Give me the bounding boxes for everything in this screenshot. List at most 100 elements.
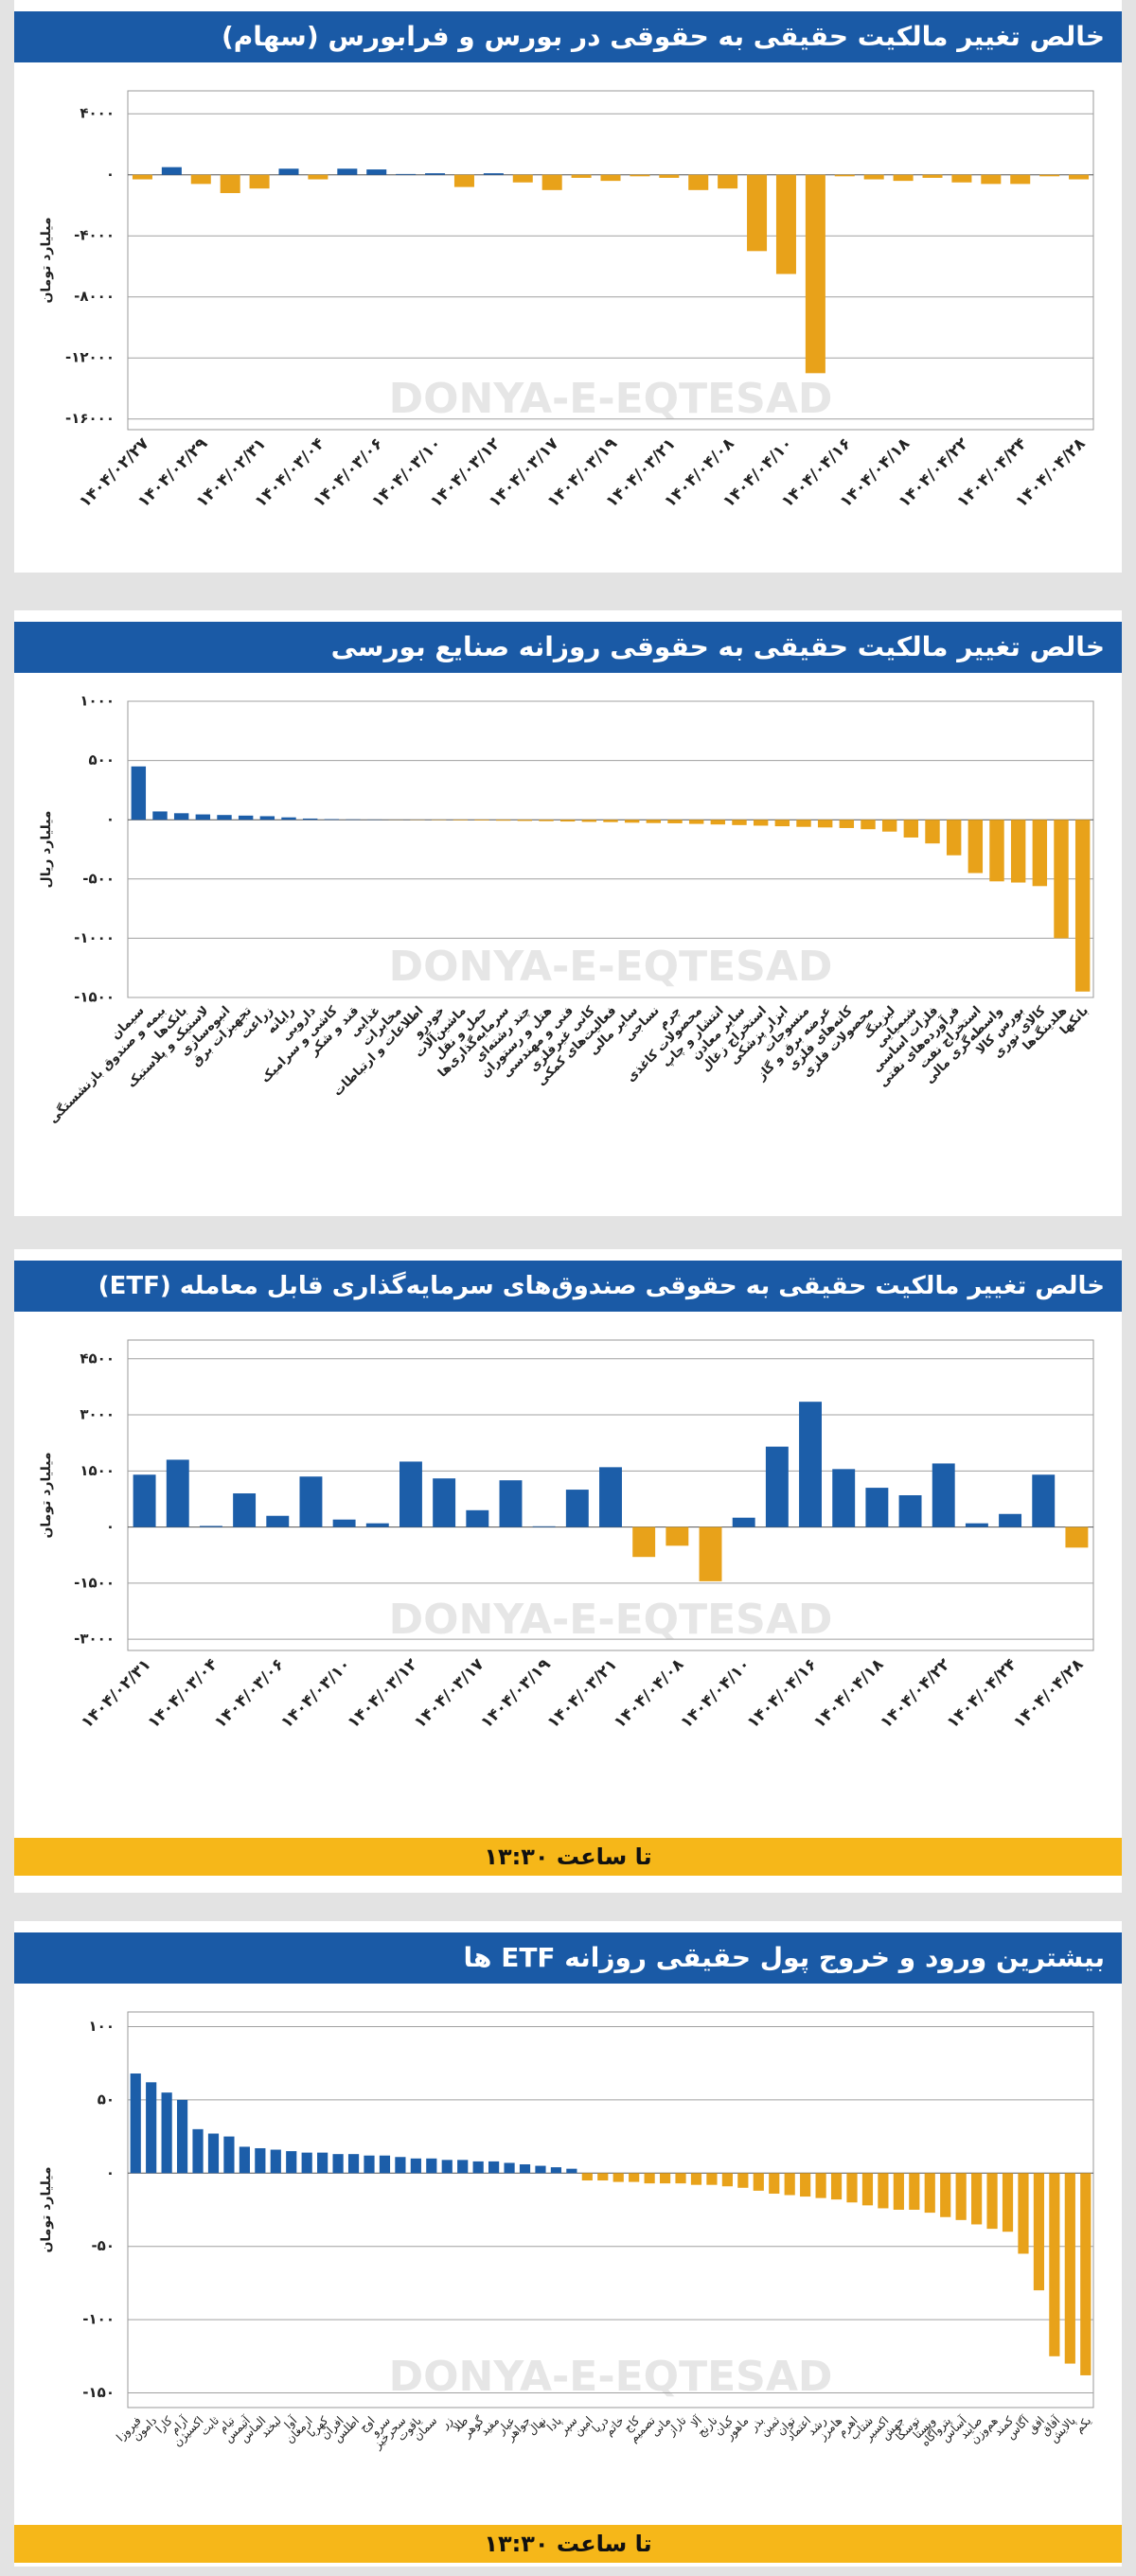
- bar: [166, 1459, 189, 1527]
- bar: [541, 174, 562, 190]
- bar: [971, 2173, 983, 2225]
- y-tick-label: -۱۵۰: [82, 2384, 115, 2401]
- bar: [659, 2173, 671, 2184]
- bar: [903, 820, 919, 838]
- bar: [499, 1480, 523, 1527]
- bar: [192, 2128, 204, 2174]
- x-tick-label: ۱۴۰۴/۰۴/۲۲: [877, 1654, 954, 1732]
- bar: [472, 2161, 484, 2174]
- x-tick-label: ۱۴۰۴/۰۳/۰۶: [211, 1655, 289, 1733]
- watermark: DONYA-E-EQTESAD: [389, 375, 833, 423]
- bar: [646, 820, 662, 823]
- bar: [629, 2173, 640, 2182]
- bar: [532, 1526, 556, 1527]
- bar: [830, 2173, 843, 2200]
- y-tick-label: ۱۰۰: [89, 2018, 115, 2035]
- bar: [765, 1446, 789, 1527]
- bar: [846, 2173, 858, 2203]
- bar: [286, 2151, 297, 2174]
- bar: [775, 174, 796, 274]
- bar: [332, 1519, 356, 1527]
- bar: [337, 168, 358, 175]
- chart: DONYA-E-EQTESAD ۱۰۰۰ ۵۰۰ ۰ -۵۰۰ -۱۰۰۰ -۱۵۰۰ میل…: [39, 693, 1094, 1126]
- y-tick-label: ۰: [106, 166, 115, 183]
- bar: [131, 766, 147, 820]
- y-axis-label: میلیارد ریال: [39, 811, 54, 889]
- bar: [581, 2173, 593, 2181]
- bar: [190, 174, 211, 185]
- bar: [675, 2173, 686, 2184]
- panel: خالص تغییر مالکیت حقیقی به حقوقی صندوق‌ه…: [0, 1249, 1136, 1902]
- chart-title: بیشترین ورود و خروج پول حقیقی روزانه ETF…: [14, 1932, 1122, 1984]
- bar: [207, 2133, 220, 2174]
- bar: [967, 820, 984, 873]
- bar: [270, 2149, 281, 2174]
- bar: [989, 820, 1004, 882]
- bar: [747, 174, 768, 252]
- bar: [774, 820, 790, 827]
- bar: [425, 173, 446, 175]
- y-tick-label: -۵۰: [91, 2237, 115, 2254]
- bar: [426, 2158, 437, 2174]
- bar: [925, 820, 940, 844]
- bar: [769, 2173, 780, 2194]
- x-tick-label: یکم: [1073, 2414, 1094, 2436]
- y-tick-label: ۵۰: [98, 2091, 115, 2108]
- bar: [1032, 820, 1048, 887]
- bar: [161, 167, 182, 175]
- y-tick-label: ۱۵۰۰: [80, 1462, 115, 1479]
- bar: [581, 820, 597, 822]
- bar: [366, 169, 387, 175]
- bar: [133, 1474, 156, 1527]
- y-tick-label: ۵۰۰: [89, 751, 115, 768]
- bar: [278, 168, 299, 175]
- bar: [603, 820, 618, 822]
- bar: [706, 2173, 718, 2185]
- bar: [1018, 2173, 1029, 2254]
- bar: [600, 174, 621, 182]
- y-tick-label: ۰: [106, 2164, 115, 2181]
- bar: [659, 174, 680, 178]
- bar: [861, 820, 876, 830]
- bar: [301, 2152, 312, 2174]
- bar: [302, 818, 318, 820]
- bar: [146, 2082, 157, 2174]
- plot-frame: [127, 700, 1094, 998]
- bar: [317, 2152, 328, 2174]
- bar: [690, 2173, 702, 2185]
- y-tick-label: -۱۰۰۰: [74, 929, 115, 946]
- bar: [1065, 1526, 1089, 1548]
- bar: [710, 820, 726, 825]
- bar: [504, 2162, 515, 2174]
- bar: [239, 2146, 250, 2174]
- y-tick-label: -۱۰۰: [82, 2311, 115, 2328]
- panel: خالص تغییر مالکیت حقیقی به حقوقی در بورس…: [0, 0, 1136, 587]
- y-axis-label: میلیارد تومان: [39, 2166, 54, 2252]
- bar: [946, 820, 962, 856]
- bar: [630, 174, 650, 177]
- watermark: DONYA-E-EQTESAD: [389, 943, 833, 991]
- bar: [924, 2173, 935, 2214]
- bar: [299, 1476, 323, 1527]
- bar: [1033, 2173, 1045, 2291]
- bar: [817, 820, 833, 828]
- y-tick-label: -۱۲۰۰۰: [65, 349, 115, 366]
- bar: [519, 2164, 531, 2174]
- chart-title: خالص تغییر مالکیت حقیقی به حقوقی در بورس…: [14, 11, 1122, 62]
- bar: [893, 2173, 904, 2210]
- y-tick-label: -۸۰۰۰: [74, 288, 115, 305]
- bar: [834, 174, 855, 177]
- x-tick-label: ۱۴۰۴/۰۴/۱۸: [810, 1654, 888, 1732]
- bar: [805, 174, 825, 374]
- x-tick-label: ۱۴۰۴/۰۳/۰۴: [144, 1655, 222, 1733]
- bar: [753, 820, 769, 826]
- bar: [981, 174, 1002, 185]
- bar: [441, 2160, 453, 2174]
- bar: [395, 2157, 406, 2174]
- y-tick-label: ۴۰۰۰: [80, 105, 115, 122]
- bar: [718, 174, 738, 189]
- x-tick-label: ۱۴۰۴/۰۴/۰۸: [611, 1654, 688, 1732]
- x-tick-label: ۱۴۰۴/۰۴/۲۴: [944, 1655, 1021, 1733]
